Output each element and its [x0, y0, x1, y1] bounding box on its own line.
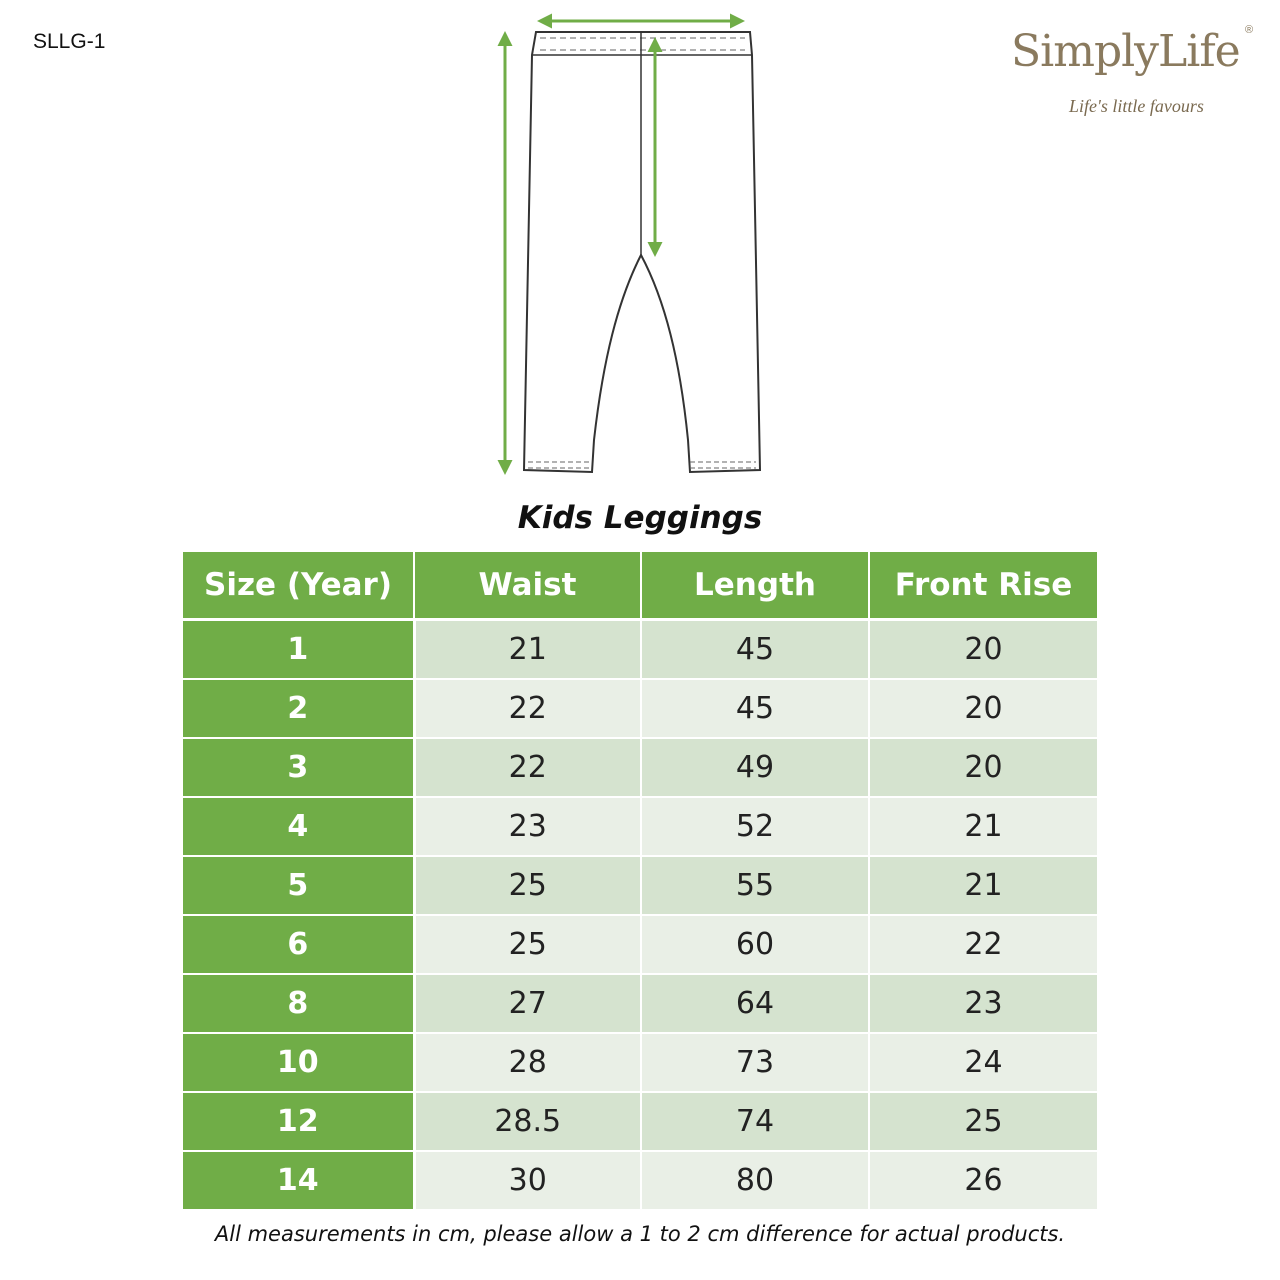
table-row: 14 30 80 26 [183, 1151, 1097, 1211]
length-cell: 64 [641, 974, 870, 1034]
length-cell: 52 [641, 797, 870, 857]
column-header: Waist [414, 552, 642, 621]
leggings-diagram [497, 13, 762, 475]
length-cell: 45 [641, 619, 870, 680]
table-row: 8 27 64 23 [183, 974, 1097, 1034]
length-cell: 80 [641, 1151, 870, 1211]
front-rise-cell: 20 [869, 679, 1097, 739]
registered-mark: ® [1245, 24, 1254, 36]
table-row: 5 25 55 21 [183, 856, 1097, 916]
column-header: Length [641, 552, 870, 621]
right-hem-stitching [690, 461, 756, 469]
waist-cell: 23 [414, 797, 642, 857]
waist-cell: 25 [414, 915, 642, 975]
front-rise-cell: 26 [869, 1151, 1097, 1211]
front-rise-cell: 21 [869, 856, 1097, 916]
length-cell: 73 [641, 1033, 870, 1093]
length-cell: 74 [641, 1092, 870, 1152]
brand-name: SimplyLife [1011, 26, 1241, 77]
size-cell: 4 [183, 797, 416, 857]
size-cell: 6 [183, 915, 416, 975]
front-rise-cell: 22 [869, 915, 1097, 975]
waist-cell: 30 [414, 1151, 642, 1211]
length-cell: 49 [641, 738, 870, 798]
front-rise-cell: 23 [869, 974, 1097, 1034]
table-row: 10 28 73 24 [183, 1033, 1097, 1093]
waist-cell: 21 [414, 619, 642, 680]
length-cell: 55 [641, 856, 870, 916]
waist-cell: 28.5 [414, 1092, 642, 1152]
front-rise-cell: 20 [869, 619, 1097, 680]
table-row: 3 22 49 20 [183, 738, 1097, 798]
size-cell: 8 [183, 974, 416, 1034]
column-header: Size (Year) [183, 552, 415, 621]
size-cell: 3 [183, 738, 416, 798]
brand-logo: SimplyLife ® Life's little favours [1005, 18, 1265, 128]
table-row: 2 22 45 20 [183, 679, 1097, 739]
waist-cell: 28 [414, 1033, 642, 1093]
table-row: 12 28.5 74 25 [183, 1092, 1097, 1152]
waist-cell: 27 [414, 974, 642, 1034]
front-rise-cell: 24 [869, 1033, 1097, 1093]
column-header: Front Rise [869, 552, 1097, 621]
size-table: Size (Year) Waist Length Front Rise 1 21… [183, 552, 1097, 1211]
size-cell: 12 [183, 1092, 416, 1152]
waist-cell: 25 [414, 856, 642, 916]
table-row: 6 25 60 22 [183, 915, 1097, 975]
waist-cell: 22 [414, 679, 642, 739]
size-cell: 10 [183, 1033, 416, 1093]
size-cell: 5 [183, 856, 416, 916]
table-row: 4 23 52 21 [183, 797, 1097, 857]
size-cell: 14 [183, 1151, 416, 1211]
table-row: 1 21 45 20 [183, 619, 1097, 680]
length-cell: 45 [641, 679, 870, 739]
product-code: SLLG-1 [33, 30, 106, 53]
left-hem-stitching [528, 461, 592, 469]
size-cell: 2 [183, 679, 416, 739]
chart-title: Kids Leggings [517, 500, 763, 536]
brand-tagline: Life's little favours [1069, 96, 1204, 116]
front-rise-cell: 20 [869, 738, 1097, 798]
length-cell: 60 [641, 915, 870, 975]
measurement-footnote: All measurements in cm, please allow a 1… [214, 1222, 1066, 1246]
front-rise-cell: 25 [869, 1092, 1097, 1152]
leggings-outline [522, 31, 762, 474]
front-rise-cell: 21 [869, 797, 1097, 857]
waist-cell: 22 [414, 738, 642, 798]
size-cell: 1 [183, 619, 416, 680]
table-header-row: Size (Year) Waist Length Front Rise [183, 552, 1097, 621]
waistband-stitching [540, 37, 745, 51]
